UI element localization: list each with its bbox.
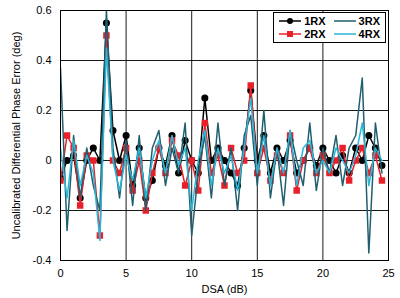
svg-text:-0.4: -0.4	[33, 254, 52, 266]
html-text:1RX: 1RX	[304, 15, 326, 27]
html-text:4RX: 4RX	[358, 28, 380, 40]
svg-text:DSA (dB): DSA (dB)	[202, 283, 248, 295]
svg-text:0: 0	[57, 267, 63, 279]
svg-text:25: 25	[382, 267, 394, 279]
html-text:3RX: 3RX	[358, 15, 380, 27]
svg-text:0.6: 0.6	[36, 4, 51, 16]
svg-text:20: 20	[317, 267, 329, 279]
svg-text:15: 15	[251, 267, 263, 279]
svg-text:10: 10	[186, 267, 198, 279]
svg-text:0: 0	[45, 154, 51, 166]
html-text:2RX: 2RX	[304, 28, 326, 40]
svg-text:0.2: 0.2	[36, 104, 51, 116]
svg-text:Uncalibrated Differential Phas: Uncalibrated Differential Phase Error (d…	[10, 32, 22, 240]
svg-text:-0.2: -0.2	[33, 204, 52, 216]
svg-text:5: 5	[123, 267, 129, 279]
svg-text:0.4: 0.4	[36, 54, 51, 66]
